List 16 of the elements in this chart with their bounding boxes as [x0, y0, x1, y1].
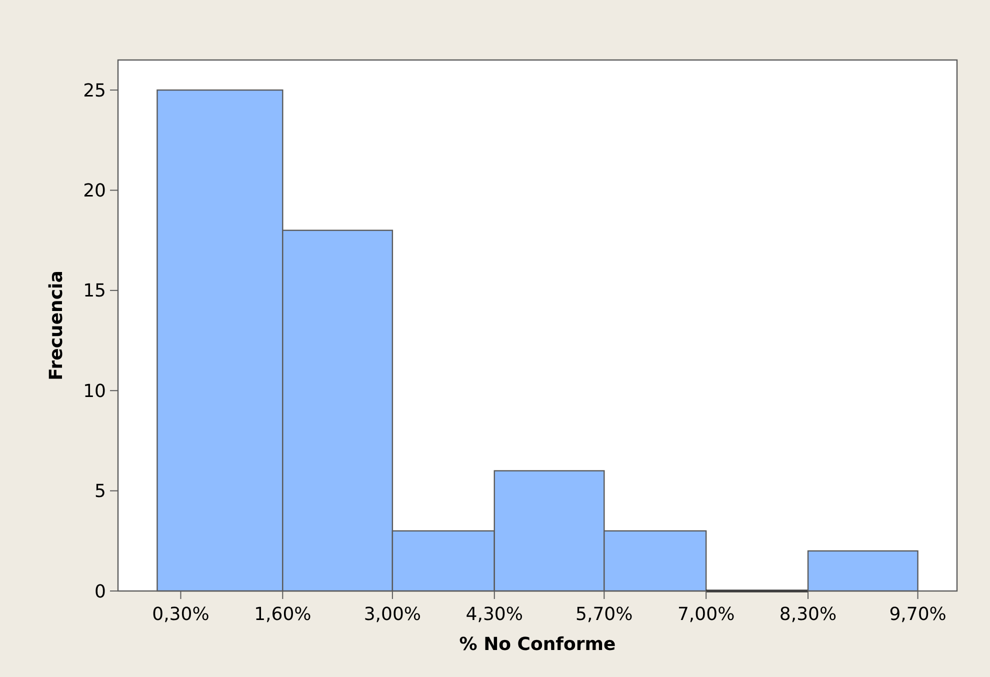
y-tick-label: 5 [94, 481, 106, 502]
y-axis-title: Frecuencia [46, 270, 67, 380]
y-tick-label: 0 [94, 581, 106, 602]
y-tick-label: 10 [83, 380, 106, 402]
x-axis-title: % No Conforme [459, 634, 616, 655]
x-tick-label: 9,70% [889, 604, 946, 625]
y-tick-label: 15 [83, 280, 106, 302]
x-tick-label: 3,00% [364, 604, 422, 625]
x-tick-label: 8,30% [779, 604, 837, 625]
y-tick-label: 20 [83, 180, 106, 202]
x-tick-label: 7,00% [677, 604, 735, 625]
x-tick-label: 0,30% [152, 604, 210, 625]
x-tick-label: 4,30% [466, 604, 523, 625]
x-tick-label: 5,70% [576, 604, 633, 625]
x-tick-label: 1,60% [254, 604, 312, 625]
y-tick-label: 25 [83, 80, 106, 102]
